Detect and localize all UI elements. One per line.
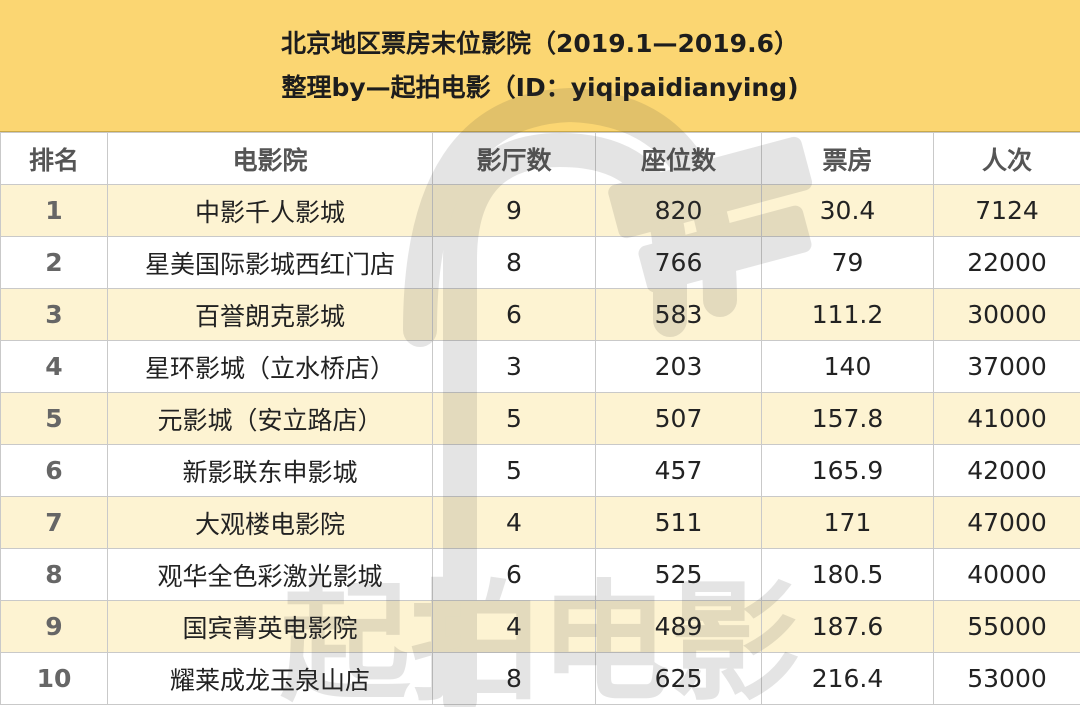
table-row: 4 星环影城（立水桥店） 3 203 140 37000 xyxy=(0,340,1080,393)
header-box-office: 票房 xyxy=(761,132,934,185)
header-cinema: 电影院 xyxy=(107,132,433,185)
cell-halls: 6 xyxy=(432,288,596,341)
cell-cinema: 国宾菁英电影院 xyxy=(107,600,433,653)
cell-cinema: 新影联东申影城 xyxy=(107,444,433,497)
cell-box-office: 171 xyxy=(761,496,934,549)
cell-attendance: 30000 xyxy=(933,288,1080,341)
cell-halls: 8 xyxy=(432,652,596,705)
cell-box-office: 79 xyxy=(761,236,934,289)
box-office-table: 排名 电影院 影厅数 座位数 票房 人次 1 中影千人影城 9 820 30.4… xyxy=(0,132,1080,705)
cell-cinema: 耀莱成龙玉泉山店 xyxy=(107,652,433,705)
cell-seats: 766 xyxy=(595,236,762,289)
table-subtitle: 整理by—起拍电影（ID：yiqipaidianying) xyxy=(281,72,799,102)
cell-attendance: 41000 xyxy=(933,392,1080,445)
header-row: 排名 电影院 影厅数 座位数 票房 人次 xyxy=(0,132,1080,185)
cell-cinema: 中影千人影城 xyxy=(107,184,433,237)
cell-attendance: 40000 xyxy=(933,548,1080,601)
cell-rank: 3 xyxy=(0,288,108,341)
header-halls: 影厅数 xyxy=(432,132,596,185)
cell-rank: 4 xyxy=(0,340,108,393)
cell-halls: 8 xyxy=(432,236,596,289)
cell-attendance: 22000 xyxy=(933,236,1080,289)
cell-cinema: 星环影城（立水桥店） xyxy=(107,340,433,393)
cell-seats: 203 xyxy=(595,340,762,393)
cell-seats: 583 xyxy=(595,288,762,341)
table-row: 3 百誉朗克影城 6 583 111.2 30000 xyxy=(0,288,1080,341)
table-row: 10 耀莱成龙玉泉山店 8 625 216.4 53000 xyxy=(0,652,1080,705)
cell-halls: 6 xyxy=(432,548,596,601)
header-seats: 座位数 xyxy=(595,132,762,185)
table-row: 9 国宾菁英电影院 4 489 187.6 55000 xyxy=(0,600,1080,653)
table-row: 8 观华全色彩激光影城 6 525 180.5 40000 xyxy=(0,548,1080,601)
cell-seats: 489 xyxy=(595,600,762,653)
cell-attendance: 7124 xyxy=(933,184,1080,237)
cell-halls: 4 xyxy=(432,600,596,653)
cell-rank: 6 xyxy=(0,444,108,497)
cell-seats: 820 xyxy=(595,184,762,237)
cell-box-office: 180.5 xyxy=(761,548,934,601)
cell-box-office: 216.4 xyxy=(761,652,934,705)
cell-cinema: 百誉朗克影城 xyxy=(107,288,433,341)
table-row: 7 大观楼电影院 4 511 171 47000 xyxy=(0,496,1080,549)
header-rank: 排名 xyxy=(0,132,108,185)
cell-seats: 625 xyxy=(595,652,762,705)
cell-box-office: 140 xyxy=(761,340,934,393)
cell-halls: 9 xyxy=(432,184,596,237)
cell-box-office: 165.9 xyxy=(761,444,934,497)
cell-cinema: 大观楼电影院 xyxy=(107,496,433,549)
cell-seats: 457 xyxy=(595,444,762,497)
cell-rank: 7 xyxy=(0,496,108,549)
cell-attendance: 53000 xyxy=(933,652,1080,705)
cell-rank: 9 xyxy=(0,600,108,653)
table-row: 5 元影城（安立路店） 5 507 157.8 41000 xyxy=(0,392,1080,445)
header-attendance: 人次 xyxy=(933,132,1080,185)
cell-box-office: 30.4 xyxy=(761,184,934,237)
cell-rank: 10 xyxy=(0,652,108,705)
title-band: 北京地区票房末位影院（2019.1—2019.6） 整理by—起拍电影（ID：y… xyxy=(0,0,1080,132)
cell-cinema: 元影城（安立路店） xyxy=(107,392,433,445)
cell-rank: 8 xyxy=(0,548,108,601)
cell-seats: 507 xyxy=(595,392,762,445)
cell-attendance: 37000 xyxy=(933,340,1080,393)
cell-halls: 4 xyxy=(432,496,596,549)
cell-cinema: 观华全色彩激光影城 xyxy=(107,548,433,601)
table-row: 6 新影联东申影城 5 457 165.9 42000 xyxy=(0,444,1080,497)
cell-box-office: 157.8 xyxy=(761,392,934,445)
cell-cinema: 星美国际影城西红门店 xyxy=(107,236,433,289)
table-title: 北京地区票房末位影院（2019.1—2019.6） xyxy=(281,28,799,58)
cell-rank: 5 xyxy=(0,392,108,445)
cell-halls: 5 xyxy=(432,444,596,497)
cell-attendance: 42000 xyxy=(933,444,1080,497)
cell-attendance: 47000 xyxy=(933,496,1080,549)
table-row: 1 中影千人影城 9 820 30.4 7124 xyxy=(0,184,1080,237)
cell-seats: 511 xyxy=(595,496,762,549)
cell-rank: 1 xyxy=(0,184,108,237)
table-row: 2 星美国际影城西红门店 8 766 79 22000 xyxy=(0,236,1080,289)
cell-halls: 5 xyxy=(432,392,596,445)
cell-halls: 3 xyxy=(432,340,596,393)
cell-box-office: 187.6 xyxy=(761,600,934,653)
cell-box-office: 111.2 xyxy=(761,288,934,341)
cell-seats: 525 xyxy=(595,548,762,601)
cell-rank: 2 xyxy=(0,236,108,289)
cell-attendance: 55000 xyxy=(933,600,1080,653)
